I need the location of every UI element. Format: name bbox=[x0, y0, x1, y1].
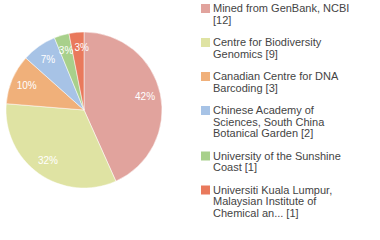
legend-label-line: Mined from GenBank, NCBI bbox=[213, 2, 349, 14]
legend-label-line: Botanical Garden [2] bbox=[213, 127, 313, 139]
legend-label-line: Chemical an... [1] bbox=[213, 207, 299, 219]
legend-swatch bbox=[201, 106, 210, 115]
legend-swatch bbox=[201, 4, 210, 13]
legend-label-line: Barcoding [3] bbox=[213, 82, 278, 94]
legend-label-line: Canadian Centre for DNA bbox=[213, 70, 339, 82]
legend-label-line: [12] bbox=[213, 14, 231, 26]
legend-label: University of the SunshineCoast [1] bbox=[213, 150, 341, 174]
legend-label-line: Chinese Academy of bbox=[213, 104, 315, 116]
legend-swatch bbox=[201, 186, 210, 195]
legend: Mined from GenBank, NCBI[12] Centre for B… bbox=[201, 2, 349, 219]
data-label: 3% bbox=[59, 45, 74, 56]
legend-label: Mined from GenBank, NCBI[12] bbox=[213, 2, 349, 26]
data-label: 3% bbox=[74, 42, 89, 53]
data-label: 10% bbox=[17, 80, 37, 91]
data-label: 32% bbox=[38, 155, 58, 166]
pie-slice bbox=[6, 104, 116, 188]
legend-label-line: Universiti Kuala Lumpur, bbox=[213, 184, 332, 196]
legend-swatch bbox=[201, 72, 210, 81]
pie bbox=[6, 32, 162, 188]
legend-label-line: Centre for Biodiversity bbox=[213, 36, 322, 48]
legend-label: Universiti Kuala Lumpur,Malaysian Instit… bbox=[213, 184, 332, 219]
data-labels: 42%32%10%7%3%3% bbox=[17, 42, 156, 166]
legend-label-line: Genomics [9] bbox=[213, 48, 278, 60]
chart: 42%32%10%7%3%3%Mined from GenBank, NCBI[… bbox=[0, 0, 380, 240]
legend-swatch bbox=[201, 152, 210, 161]
data-label: 42% bbox=[135, 91, 155, 102]
legend-label: Chinese Academy ofSciences, South ChinaB… bbox=[213, 104, 325, 139]
legend-label-line: Malaysian Institute of bbox=[213, 195, 317, 207]
legend-label-line: University of the Sunshine bbox=[213, 150, 341, 162]
legend-swatch bbox=[201, 38, 210, 47]
legend-label-line: Coast [1] bbox=[213, 161, 257, 173]
legend-label-line: Sciences, South China bbox=[213, 116, 325, 128]
data-label: 7% bbox=[41, 54, 56, 65]
legend-label: Canadian Centre for DNABarcoding [3] bbox=[213, 70, 339, 94]
legend-label: Centre for BiodiversityGenomics [9] bbox=[213, 36, 322, 60]
